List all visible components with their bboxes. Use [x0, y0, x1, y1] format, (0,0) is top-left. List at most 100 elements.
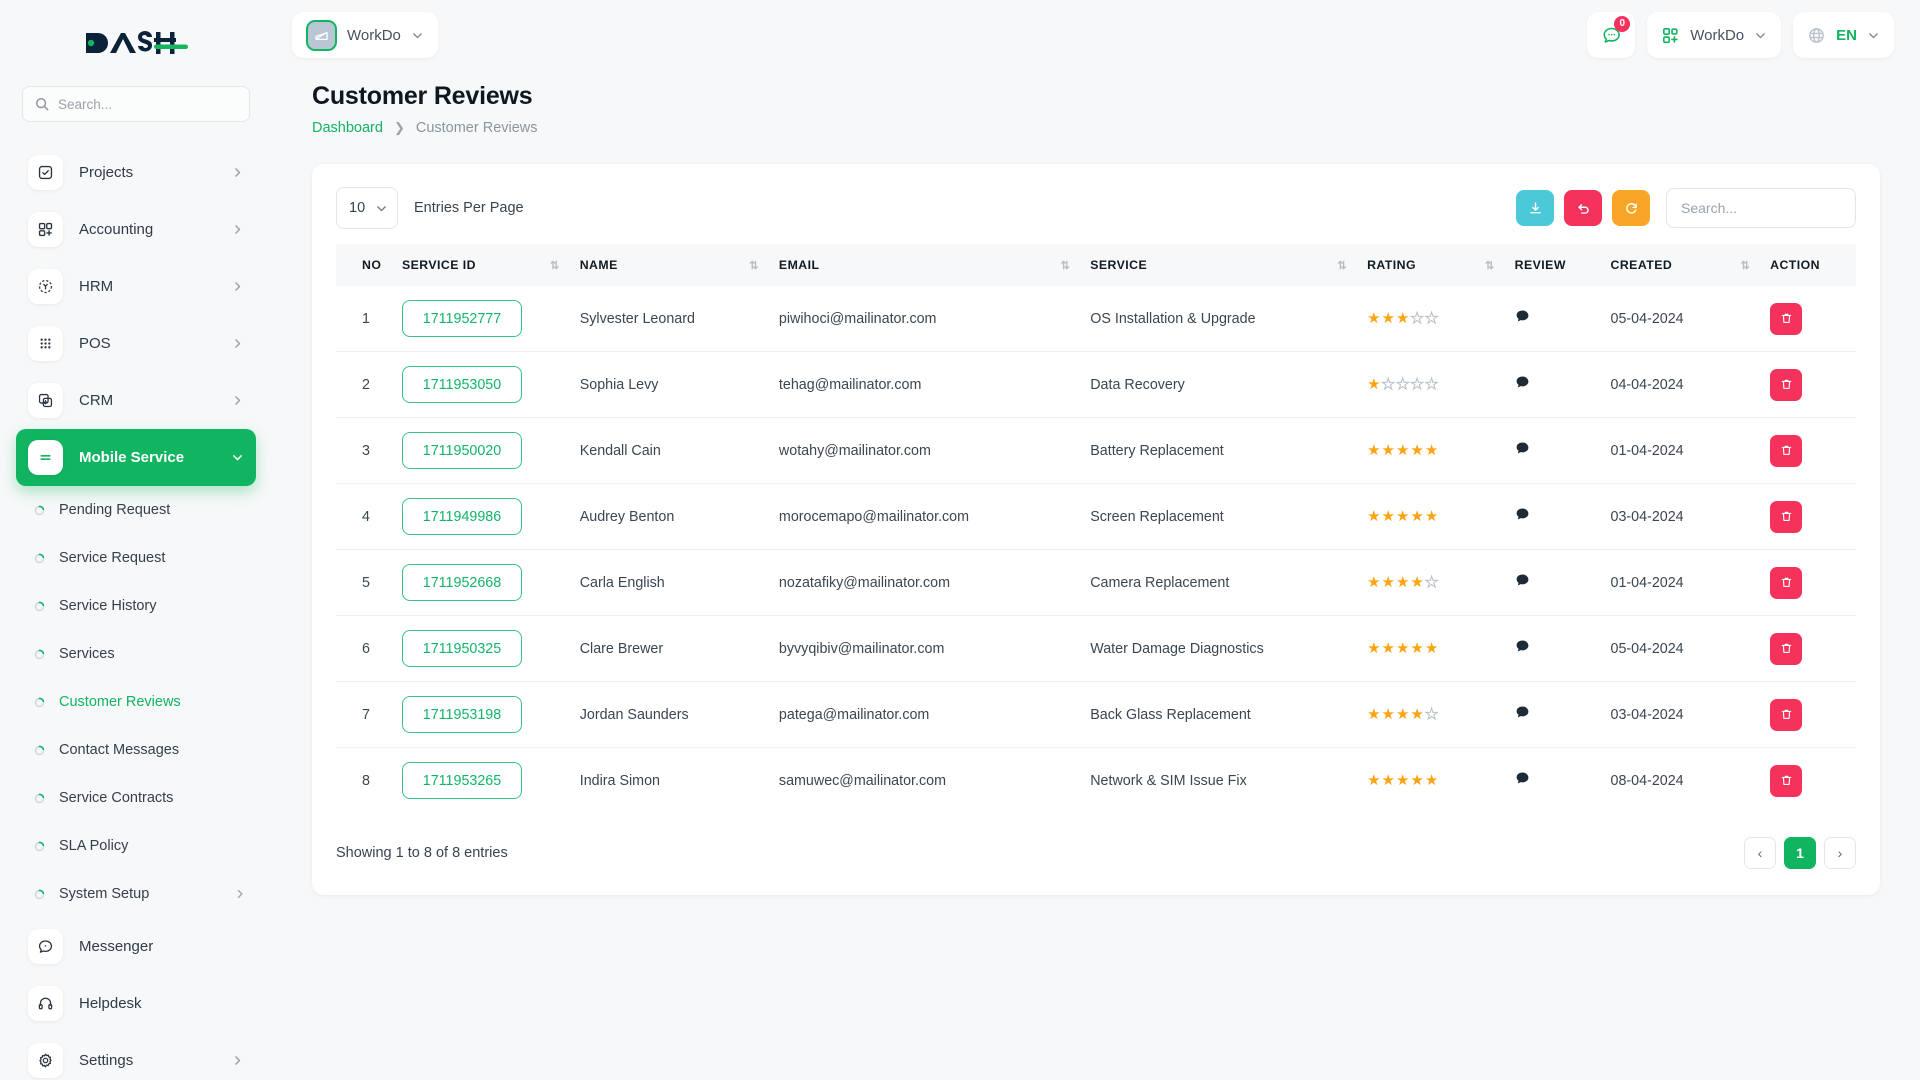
- sidebar-item-projects[interactable]: Projects: [16, 144, 256, 201]
- sidebar-item-messenger[interactable]: Messenger: [16, 918, 256, 975]
- service-id-chip[interactable]: 1711952668: [401, 564, 522, 601]
- col-service[interactable]: SERVICE ⇅: [1080, 244, 1357, 286]
- review-comment-icon[interactable]: [1515, 376, 1530, 394]
- sidebar-subitem-services[interactable]: Services: [0, 630, 272, 678]
- page-title: Customer Reviews: [312, 82, 533, 110]
- review-comment-icon[interactable]: [1515, 640, 1530, 658]
- rating-star: ★: [1367, 640, 1381, 657]
- service-id-chip[interactable]: 1711953198: [401, 696, 522, 733]
- sidebar-subitem-customer-reviews[interactable]: Customer Reviews: [0, 678, 272, 726]
- trash-icon: [1781, 445, 1791, 455]
- sidebar-subitem-contact-messages[interactable]: Contact Messages: [0, 726, 272, 774]
- col-service-id[interactable]: SERVICE ID ⇅: [392, 244, 570, 286]
- sidebar-item-helpdesk[interactable]: Helpdesk: [16, 975, 256, 1032]
- globe-icon: [1807, 26, 1826, 45]
- cell-service: Camera Replacement: [1080, 549, 1358, 616]
- sidebar-item-mobile-service[interactable]: Mobile Service: [16, 429, 256, 486]
- rating-star: ★: [1410, 574, 1424, 591]
- sidebar-subitem-sla-policy[interactable]: SLA Policy: [0, 822, 272, 870]
- review-comment-icon[interactable]: [1515, 706, 1530, 724]
- chevron-down-icon: [231, 451, 244, 464]
- review-comment-icon[interactable]: [1515, 574, 1530, 592]
- review-comment-icon[interactable]: [1515, 772, 1530, 790]
- sidebar-subitem-system-setup[interactable]: System Setup: [0, 870, 272, 918]
- workspace-switcher[interactable]: WorkDo: [1647, 12, 1782, 58]
- pagination-next[interactable]: ›: [1824, 837, 1856, 869]
- cell-no: 8: [362, 772, 370, 789]
- delete-button[interactable]: [1770, 764, 1803, 797]
- cell-action: [1760, 286, 1856, 352]
- service-id-chip[interactable]: 1711953265: [401, 762, 522, 799]
- cell-review: [1504, 483, 1601, 550]
- chevron-right-icon: [231, 1054, 244, 1067]
- sidebar-search[interactable]: Search...: [22, 86, 250, 122]
- delete-button[interactable]: [1770, 368, 1803, 401]
- cell-service-id: 1711953265: [392, 748, 570, 814]
- sidebar-item-hrm[interactable]: HRM: [16, 258, 256, 315]
- col-name[interactable]: NAME ⇅: [570, 244, 769, 286]
- service-id-chip[interactable]: 1711950325: [401, 630, 522, 667]
- language-switcher[interactable]: EN: [1793, 12, 1894, 58]
- pagination-page-1[interactable]: 1: [1784, 837, 1816, 869]
- breadcrumb-dashboard[interactable]: Dashboard: [312, 120, 383, 136]
- layers-plus-icon: [28, 383, 63, 418]
- gear-icon: [28, 1043, 63, 1078]
- cell-email: samuwec@mailinator.com: [778, 772, 946, 789]
- service-id-chip[interactable]: 1711950020: [401, 432, 522, 469]
- download-icon: [1529, 201, 1541, 213]
- delete-button[interactable]: [1770, 698, 1803, 731]
- rating-stars: ★ ★ ★ ★ ★: [1367, 376, 1495, 393]
- chevron-right-icon: [231, 394, 244, 407]
- sidebar-item-settings[interactable]: Settings: [16, 1032, 256, 1080]
- col-rating[interactable]: RATING ⇅: [1357, 244, 1505, 286]
- table-row: 5 1711952668 Carla English nozatafiky@maili…: [336, 549, 1856, 616]
- refresh-button[interactable]: [1612, 190, 1650, 226]
- company-building-icon: [306, 19, 337, 51]
- reset-button[interactable]: [1564, 190, 1602, 226]
- cell-review: [1504, 286, 1601, 352]
- sort-icon: ⇅: [1060, 259, 1071, 272]
- rating-star: ★: [1381, 442, 1395, 459]
- col-email[interactable]: EMAIL ⇅: [769, 244, 1080, 286]
- cell-no: 7: [336, 681, 392, 748]
- col-created[interactable]: CREATED ⇅: [1601, 244, 1761, 286]
- org-switcher[interactable]: WorkDo: [292, 12, 438, 58]
- delete-button[interactable]: [1770, 632, 1803, 665]
- circle-dot-icon: [33, 552, 45, 564]
- entries-per-page-select[interactable]: 10: [336, 187, 398, 229]
- sidebar-item-label: HRM: [79, 278, 114, 295]
- service-id-chip[interactable]: 1711953050: [401, 366, 522, 403]
- delete-button[interactable]: [1770, 500, 1803, 533]
- col-label: SERVICE: [1090, 258, 1148, 272]
- rating-star: ★: [1381, 772, 1395, 789]
- sidebar-nav: Projects Accounting: [0, 138, 272, 1080]
- rating-star: ★: [1424, 376, 1439, 393]
- rating-star: ★: [1424, 508, 1439, 525]
- sidebar-item-accounting[interactable]: Accounting: [16, 201, 256, 258]
- sidebar-subitem-service-request[interactable]: Service Request: [0, 534, 272, 582]
- delete-button[interactable]: [1770, 566, 1803, 599]
- service-id-chip[interactable]: 1711952777: [401, 300, 522, 337]
- pagination-prev[interactable]: ‹: [1744, 837, 1776, 869]
- review-comment-icon[interactable]: [1515, 310, 1530, 328]
- service-id-chip[interactable]: 1711949986: [401, 498, 522, 535]
- review-comment-icon[interactable]: [1515, 442, 1530, 460]
- cell-service: Network & SIM Issue Fix: [1090, 772, 1247, 789]
- delete-button[interactable]: [1770, 434, 1803, 467]
- sidebar-item-crm[interactable]: CRM: [16, 372, 256, 429]
- cell-action: [1760, 681, 1856, 748]
- sidebar-item-pos[interactable]: POS: [16, 315, 256, 372]
- chevron-down-icon: [1867, 29, 1880, 42]
- cell-no: 6: [336, 615, 392, 682]
- download-button[interactable]: [1516, 190, 1554, 226]
- brand-logo[interactable]: [0, 0, 272, 86]
- table-search-input[interactable]: [1666, 188, 1856, 228]
- col-no: NO: [336, 244, 392, 286]
- sidebar-subitem-pending-request[interactable]: Pending Request: [0, 486, 272, 534]
- circle-dot-icon: [33, 744, 45, 756]
- delete-button[interactable]: [1770, 302, 1803, 335]
- review-comment-icon[interactable]: [1515, 508, 1530, 526]
- messages-button[interactable]: 0: [1587, 12, 1636, 58]
- sidebar-subitem-service-history[interactable]: Service History: [0, 582, 272, 630]
- sidebar-subitem-service-contracts[interactable]: Service Contracts: [0, 774, 272, 822]
